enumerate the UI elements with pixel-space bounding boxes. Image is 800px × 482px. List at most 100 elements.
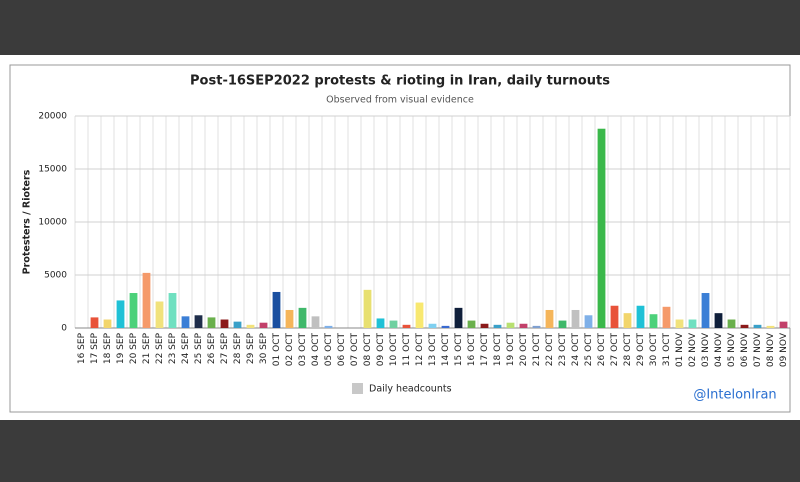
bar	[376, 318, 385, 328]
bar	[753, 324, 762, 328]
x-tick-label: 09 NOV	[779, 332, 789, 367]
bar	[311, 316, 320, 328]
x-tick-label: 17 SEP	[90, 332, 100, 364]
x-tick-label: 04 OCT	[311, 333, 321, 367]
x-tick-label: 10 OCT	[389, 333, 399, 367]
bar	[610, 305, 619, 328]
bar	[441, 325, 450, 328]
x-tick-label: 25 OCT	[584, 333, 594, 367]
legend-swatch	[352, 383, 363, 394]
chart-subtitle: Observed from visual evidence	[326, 95, 474, 106]
x-tick-label: 03 OCT	[298, 333, 308, 367]
bar	[428, 323, 437, 328]
bar	[467, 320, 476, 328]
x-tick-label: 22 SEP	[155, 332, 165, 364]
x-tick-label: 19 OCT	[506, 333, 516, 367]
x-tick-label: 03 NOV	[701, 332, 711, 367]
x-tick-label: 25 SEP	[194, 332, 204, 364]
bar	[532, 325, 541, 328]
x-tick-label: 17 OCT	[480, 333, 490, 367]
bar	[571, 309, 580, 328]
bar	[324, 325, 333, 328]
x-tick-label: 07 NOV	[753, 332, 763, 367]
bar	[597, 128, 606, 328]
watermark: @IntelonIran	[693, 388, 776, 403]
x-tick-label: 30 OCT	[649, 333, 659, 367]
bar	[506, 322, 515, 328]
x-tick-label: 28 SEP	[233, 332, 243, 364]
y-axis-label: Protesters / Rioters	[22, 169, 33, 274]
chart-title: Post-16SEP2022 protests & rioting in Ira…	[190, 74, 610, 89]
x-tick-label: 22 OCT	[545, 333, 555, 367]
x-tick-label: 29 SEP	[246, 332, 256, 364]
x-tick-label: 01 NOV	[675, 332, 685, 367]
bar	[701, 293, 710, 328]
x-tick-label: 11 OCT	[402, 333, 412, 367]
x-tick-label: 06 OCT	[337, 333, 347, 367]
bar	[90, 317, 99, 328]
bar	[558, 320, 567, 328]
x-tick-label: 01 OCT	[272, 333, 282, 367]
x-tick-label: 26 OCT	[597, 333, 607, 367]
bar	[662, 306, 671, 328]
bar	[285, 309, 294, 328]
y-tick-label: 15000	[38, 165, 67, 175]
x-tick-label: 26 SEP	[207, 332, 217, 364]
x-tick-label: 23 SEP	[168, 332, 178, 364]
y-tick-label: 5000	[44, 271, 67, 281]
x-tick-label: 12 OCT	[415, 333, 425, 367]
bar	[129, 293, 138, 328]
bar	[142, 272, 151, 328]
bar	[168, 293, 177, 328]
x-tick-label: 02 NOV	[688, 332, 698, 367]
bar	[298, 307, 307, 328]
bar	[402, 324, 411, 328]
bar	[103, 319, 112, 328]
x-tick-label: 21 OCT	[532, 333, 542, 367]
bar	[493, 324, 502, 328]
x-tick-label: 07 OCT	[350, 333, 360, 367]
bar	[155, 301, 164, 328]
bar	[181, 316, 190, 328]
bar	[220, 319, 229, 328]
x-tick-label: 30 SEP	[259, 332, 269, 364]
bar	[740, 324, 749, 328]
x-tick-label: 15 OCT	[454, 333, 464, 367]
y-tick-label: 10000	[38, 218, 67, 228]
x-tick-label: 31 OCT	[662, 333, 672, 367]
bar	[623, 313, 632, 328]
bar	[116, 300, 125, 328]
x-tick-label: 02 OCT	[285, 333, 295, 367]
x-tick-label: 27 SEP	[220, 332, 230, 364]
x-tick-label: 08 OCT	[363, 333, 373, 367]
bar	[480, 323, 489, 328]
legend-label: Daily headcounts	[369, 384, 452, 395]
bar	[636, 305, 645, 328]
bar	[766, 325, 775, 328]
y-tick-label: 0	[61, 324, 67, 334]
x-tick-label: 20 SEP	[129, 332, 139, 364]
x-tick-label: 08 NOV	[766, 332, 776, 367]
bar	[259, 322, 268, 328]
x-tick-label: 23 OCT	[558, 333, 568, 367]
bar	[233, 321, 242, 328]
bar	[779, 321, 788, 328]
bar	[194, 315, 203, 328]
bar	[675, 319, 684, 328]
x-tick-label: 29 OCT	[636, 333, 646, 367]
bar	[649, 314, 658, 328]
bar	[272, 291, 281, 328]
x-tick-label: 24 SEP	[181, 332, 191, 364]
bar	[389, 320, 398, 328]
x-tick-label: 19 SEP	[116, 332, 126, 364]
x-tick-label: 28 OCT	[623, 333, 633, 367]
x-tick-label: 13 OCT	[428, 333, 438, 367]
x-tick-label: 05 OCT	[324, 333, 334, 367]
bar	[454, 307, 463, 328]
bar	[688, 319, 697, 328]
bar	[519, 323, 528, 328]
x-tick-label: 18 OCT	[493, 333, 503, 367]
x-tick-label: 20 OCT	[519, 333, 529, 367]
